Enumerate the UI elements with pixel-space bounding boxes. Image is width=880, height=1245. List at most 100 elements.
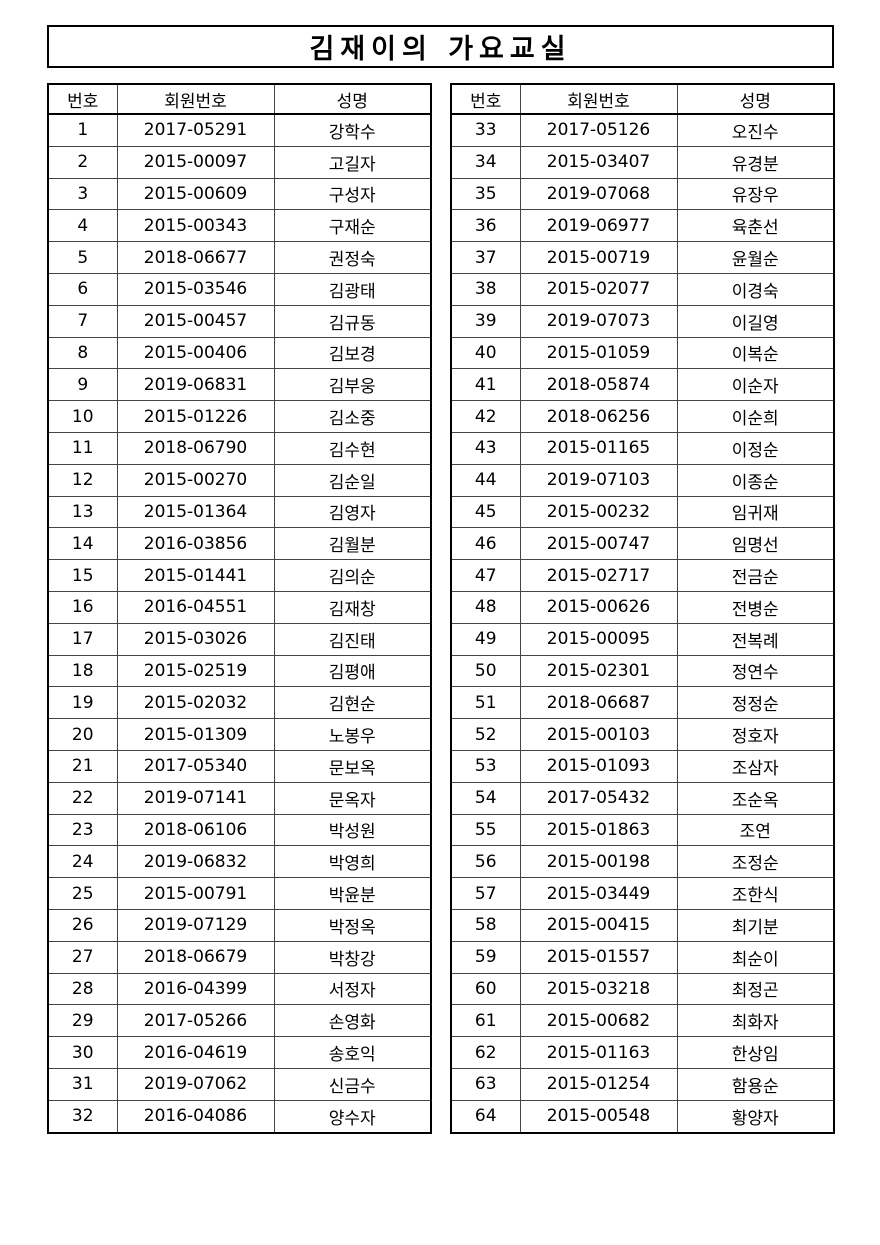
cell-name: 김소중 bbox=[273, 400, 432, 433]
page-title: 김재이의 가요교실 bbox=[47, 25, 834, 68]
cell-number: 58 bbox=[450, 908, 521, 942]
table-row: 60 2015-03218 최정곤 bbox=[450, 972, 835, 1006]
cell-number: 39 bbox=[450, 304, 521, 338]
cell-name: 유경분 bbox=[676, 145, 835, 179]
cell-number: 48 bbox=[450, 590, 521, 624]
cell-number: 41 bbox=[450, 368, 521, 402]
cell-member-id: 2017-05291 bbox=[116, 113, 275, 147]
cell-number: 60 bbox=[450, 972, 521, 1006]
table-row: 5 2018-06677 권정숙 bbox=[47, 241, 432, 274]
cell-name: 김순일 bbox=[273, 463, 432, 497]
cell-name: 김현순 bbox=[273, 686, 432, 720]
cell-number: 21 bbox=[47, 749, 118, 783]
table-row: 52 2015-00103 정호자 bbox=[450, 718, 835, 751]
table-row: 56 2015-00198 조정순 bbox=[450, 845, 835, 879]
cell-member-id: 2015-00343 bbox=[116, 209, 275, 243]
cell-name: 손영화 bbox=[273, 1004, 432, 1038]
cell-name: 박정옥 bbox=[273, 908, 432, 942]
cell-name: 문보옥 bbox=[273, 749, 432, 783]
cell-member-id: 2015-02717 bbox=[519, 559, 678, 592]
cell-member-id: 2019-06831 bbox=[116, 368, 275, 402]
cell-name: 최기분 bbox=[676, 908, 835, 942]
cell-member-id: 2016-03856 bbox=[116, 527, 275, 561]
cell-member-id: 2017-05266 bbox=[116, 1004, 275, 1038]
cell-member-id: 2015-00682 bbox=[519, 1004, 678, 1038]
cell-number: 19 bbox=[47, 686, 118, 720]
cell-number: 32 bbox=[47, 1099, 118, 1134]
table-row: 17 2015-03026 김진태 bbox=[47, 622, 432, 656]
cell-name: 이복순 bbox=[676, 336, 835, 370]
cell-member-id: 2015-03026 bbox=[116, 622, 275, 656]
cell-name: 박창강 bbox=[273, 940, 432, 974]
cell-name: 권정숙 bbox=[273, 241, 432, 274]
member-table-left: 번호 회원번호 성명 1 2017-05291 강학수 2 2015-00097 고길자 3… bbox=[47, 83, 432, 1134]
cell-number: 20 bbox=[47, 718, 118, 751]
cell-name: 강학수 bbox=[273, 113, 432, 147]
table-row: 36 2019-06977 육춘선 bbox=[450, 209, 835, 243]
cell-number: 31 bbox=[47, 1067, 118, 1101]
cell-name: 이정순 bbox=[676, 431, 835, 465]
cell-number: 24 bbox=[47, 845, 118, 879]
cell-member-id: 2019-06832 bbox=[116, 845, 275, 879]
header-row: 번호 회원번호 성명 bbox=[450, 83, 835, 115]
cell-name: 윤월순 bbox=[676, 241, 835, 274]
table-row: 15 2015-01441 김의순 bbox=[47, 559, 432, 592]
cell-name: 최화자 bbox=[676, 1004, 835, 1038]
cell-member-id: 2015-00415 bbox=[519, 908, 678, 942]
cell-member-id: 2018-06687 bbox=[519, 686, 678, 720]
cell-name: 정연수 bbox=[676, 654, 835, 688]
cell-name: 한상임 bbox=[676, 1036, 835, 1069]
cell-name: 유장우 bbox=[676, 177, 835, 211]
cell-name: 신금수 bbox=[273, 1067, 432, 1101]
cell-name: 최순이 bbox=[676, 940, 835, 974]
cell-member-id: 2015-01364 bbox=[116, 495, 275, 529]
cell-member-id: 2015-00406 bbox=[116, 336, 275, 370]
cell-name: 김월분 bbox=[273, 527, 432, 561]
table-row: 12 2015-00270 김순일 bbox=[47, 463, 432, 497]
cell-name: 이종순 bbox=[676, 463, 835, 497]
cell-name: 박영희 bbox=[273, 845, 432, 879]
cell-name: 조정순 bbox=[676, 845, 835, 879]
table-row: 13 2015-01364 김영자 bbox=[47, 495, 432, 529]
cell-number: 40 bbox=[450, 336, 521, 370]
cell-member-id: 2015-00719 bbox=[519, 241, 678, 274]
table-row: 62 2015-01163 한상임 bbox=[450, 1036, 835, 1069]
cell-member-id: 2015-03218 bbox=[519, 972, 678, 1006]
cell-number: 42 bbox=[450, 400, 521, 433]
cell-number: 23 bbox=[47, 813, 118, 847]
table-row: 40 2015-01059 이복순 bbox=[450, 336, 835, 370]
table-row: 23 2018-06106 박성원 bbox=[47, 813, 432, 847]
cell-member-id: 2019-07068 bbox=[519, 177, 678, 211]
cell-member-id: 2015-00791 bbox=[116, 877, 275, 910]
table-row: 26 2019-07129 박정옥 bbox=[47, 908, 432, 942]
cell-number: 2 bbox=[47, 145, 118, 179]
cell-number: 61 bbox=[450, 1004, 521, 1038]
table-row: 63 2015-01254 함용순 bbox=[450, 1067, 835, 1101]
cell-member-id: 2018-05874 bbox=[519, 368, 678, 402]
table-row: 34 2015-03407 유경분 bbox=[450, 145, 835, 179]
cell-member-id: 2015-01163 bbox=[519, 1036, 678, 1069]
table-row: 16 2016-04551 김재창 bbox=[47, 590, 432, 624]
cell-member-id: 2015-00270 bbox=[116, 463, 275, 497]
cell-name: 김재창 bbox=[273, 590, 432, 624]
cell-name: 김진태 bbox=[273, 622, 432, 656]
cell-number: 5 bbox=[47, 241, 118, 274]
cell-name: 송호익 bbox=[273, 1036, 432, 1069]
cell-member-id: 2016-04399 bbox=[116, 972, 275, 1006]
cell-member-id: 2019-07073 bbox=[519, 304, 678, 338]
cell-number: 17 bbox=[47, 622, 118, 656]
table-row: 64 2015-00548 황양자 bbox=[450, 1099, 835, 1134]
table-row: 4 2015-00343 구재순 bbox=[47, 209, 432, 243]
cell-member-id: 2015-00457 bbox=[116, 304, 275, 338]
cell-number: 25 bbox=[47, 877, 118, 910]
cell-name: 임명선 bbox=[676, 527, 835, 561]
cell-name: 전병순 bbox=[676, 590, 835, 624]
table-row: 41 2018-05874 이순자 bbox=[450, 368, 835, 402]
cell-number: 4 bbox=[47, 209, 118, 243]
cell-member-id: 2015-01441 bbox=[116, 559, 275, 592]
cell-number: 11 bbox=[47, 431, 118, 465]
cell-name: 함용순 bbox=[676, 1067, 835, 1101]
table-row: 42 2018-06256 이순희 bbox=[450, 400, 835, 433]
cell-number: 6 bbox=[47, 272, 118, 306]
cell-name: 최정곤 bbox=[676, 972, 835, 1006]
